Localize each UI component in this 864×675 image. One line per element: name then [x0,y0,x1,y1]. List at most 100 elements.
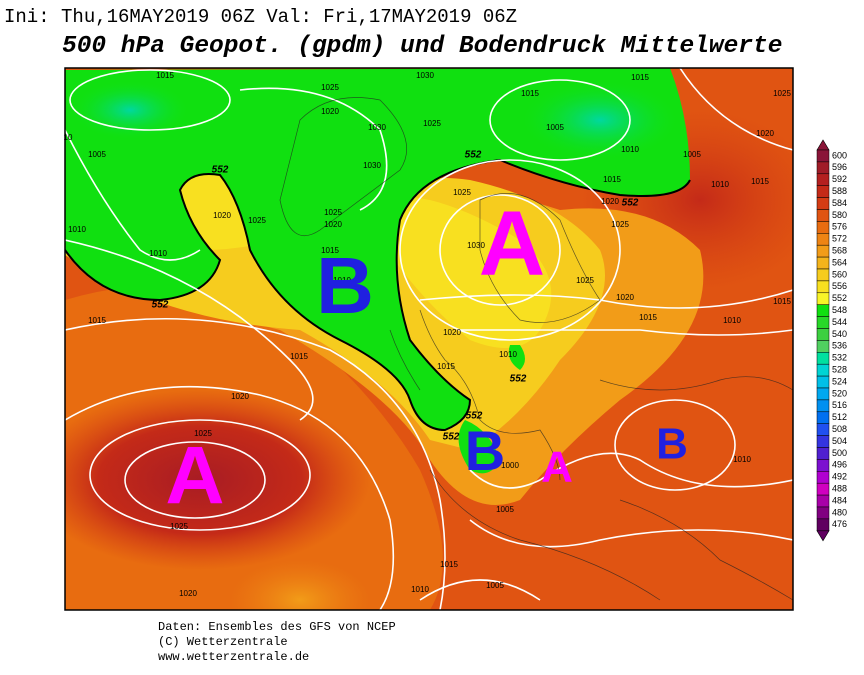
pressure-system: A [165,431,224,522]
colorbar-swatch [816,411,830,424]
colorbar-swatch [816,197,830,210]
colorbar-swatch [816,423,830,436]
isobar-label: 1025 [453,188,471,197]
map-frame [64,67,794,611]
contour-label: 552 [465,150,482,161]
isobar-label: 1015 [521,89,539,98]
colorbar-label: 516 [832,400,847,410]
colorbar-label: 576 [832,222,847,232]
isobar-label: 1010 [621,145,639,154]
colorbar-tip [816,530,830,542]
isobar-label: 1015 [773,297,791,306]
colorbar-label: 484 [832,495,847,505]
pressure-system: A [541,443,573,492]
colorbar-swatch [816,244,830,258]
isobar-label: 1025 [248,216,266,225]
colorbar-label: 504 [832,436,847,446]
isobar-label: 1010 [733,455,751,464]
isobar-label: 1025 [576,276,594,285]
isobar-label: 1020 [321,107,339,116]
contour-label: 552 [443,432,460,443]
colorbar-swatch [816,375,830,389]
colorbar-label: 536 [832,341,847,351]
isobar-label: 1020 [179,589,197,598]
colorbar-swatch [816,518,830,532]
colorbar-label: 512 [832,412,847,422]
colorbar-swatch [816,149,830,163]
colorbar-label: 584 [832,198,847,208]
colorbar-swatch [816,173,830,186]
isobar-label: 1025 [611,220,629,229]
isobar-label: 1005 [88,150,106,159]
isobar-label: 1015 [437,362,455,371]
pressure-system: A [479,192,545,294]
colorbar-label: 548 [832,305,847,315]
pressure-system: B [656,420,688,469]
init-line: Ini: Thu,16MAY2019 06Z Val: Fri,17MAY201… [4,6,517,28]
isobar-label: 1030 [363,161,381,170]
colorbar-label: 480 [832,507,847,517]
isobar-label: 1025 [194,429,212,438]
colorbar-label: 596 [832,162,847,172]
isobar-label: 1025 [324,208,342,217]
colorbar-label: 500 [832,448,847,458]
contour-label: 552 [510,374,527,385]
isobar-label: 1030 [467,241,485,250]
isobar-label: 1005 [486,581,504,590]
colorbar-swatch [816,459,830,472]
colorbar-label: 580 [832,210,847,220]
footer-line: (C) Wetterzentrale [158,635,288,649]
isobar-label: 1010 [411,585,429,594]
colorbar-swatch [816,506,830,520]
colorbar-label: 560 [832,269,847,279]
colorbar-label: 476 [832,519,847,529]
colorbar-label: 508 [832,424,847,434]
colorbar-swatch [816,161,830,175]
isobar-label: 1020 [213,211,231,220]
isobar-label: 1025 [170,522,188,531]
isobar-label: 1015 [88,316,106,325]
isobar-label: 1010 [723,316,741,325]
colorbar-label: 564 [832,257,847,267]
contour-label: 552 [152,300,169,311]
colorbar-swatch [816,233,830,246]
isobar-label: 1015 [440,560,458,569]
colorbar-label: 544 [832,317,847,327]
isobar-label: 1015 [603,175,621,184]
colorbar-label: 556 [832,281,847,291]
pressure-system: B [465,419,505,482]
isobar-label: 1015 [639,313,657,322]
colorbar-label: 492 [832,472,847,482]
colorbar-swatch [816,280,830,294]
isobar-label: 1005 [546,123,564,132]
isobar-label: 1010 [333,276,351,285]
colorbar-swatch [816,316,830,329]
isobar-label: 1000 [501,461,519,470]
isobar-label: 1020 [231,392,249,401]
colorbar-label: 540 [832,329,847,339]
colorbar-swatch [816,185,830,198]
colorbar-swatch [816,209,830,222]
colorbar-swatch [816,363,830,377]
colorbar-label: 568 [832,246,847,256]
isobar-label: 1020 [616,293,634,302]
isobar-label: 1010 [149,249,167,258]
footer-line: www.wetterzentrale.de [158,650,309,664]
colorbar-swatch [816,292,830,305]
isobar-label: 1015 [321,246,339,255]
isobar-label: 1030 [368,123,386,132]
colorbar-swatch [816,387,830,401]
isobar-label: 1020 [756,129,774,138]
colorbar-label: 488 [832,484,847,494]
isobar-label: 1010 [711,180,729,189]
isobar-label: 1010 [68,225,86,234]
contour-label: 552 [622,198,639,209]
colorbar-swatch [816,447,830,460]
isobar-label: 1015 [631,73,649,82]
colorbar-swatch [816,352,830,365]
colorbar-label: 520 [832,388,847,398]
isobar-label: 1020 [443,328,461,337]
colorbar-swatch [816,482,830,496]
map-field [65,68,793,610]
